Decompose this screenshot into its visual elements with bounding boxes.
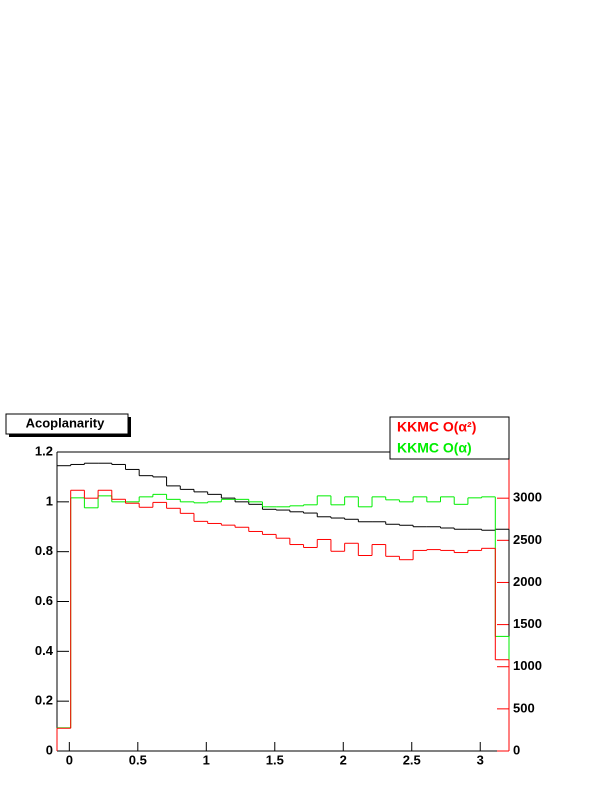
chart-title: Acoplanarity — [26, 415, 106, 430]
y-tick-label: 0.8 — [35, 543, 53, 558]
y2-tick-label: 500 — [513, 700, 535, 715]
title-box — [5, 413, 129, 435]
y-tick-label: 0.4 — [35, 643, 54, 658]
y2-tick-label: 1000 — [513, 658, 542, 673]
y-tick-label: 1.2 — [35, 443, 53, 458]
x-tick-label: 2 — [340, 752, 347, 767]
x-tick-label: 1.5 — [266, 752, 284, 767]
y2-tick-label: 1500 — [513, 616, 542, 631]
y-tick-label: 0.6 — [35, 593, 53, 608]
y-tick-label: 0 — [46, 742, 53, 757]
y2-tick-label: 2500 — [513, 532, 542, 547]
y2-tick-label: 0 — [513, 742, 520, 757]
legend-box — [389, 416, 510, 460]
x-tick-label: 2.5 — [403, 752, 421, 767]
y2-tick-label: 2000 — [513, 574, 542, 589]
x-tick-label: 1 — [203, 752, 210, 767]
x-tick-label: 0.5 — [129, 752, 147, 767]
x-tick-label: 3 — [477, 752, 484, 767]
legend-entry: KKMC O(α) — [397, 440, 472, 456]
legend-entry: KKMC O(α²) — [397, 419, 476, 435]
y-tick-label: 0.2 — [35, 693, 53, 708]
x-tick-label: 0 — [66, 752, 73, 767]
y-tick-label: 1 — [46, 493, 53, 508]
y2-tick-label: 3000 — [513, 490, 542, 505]
